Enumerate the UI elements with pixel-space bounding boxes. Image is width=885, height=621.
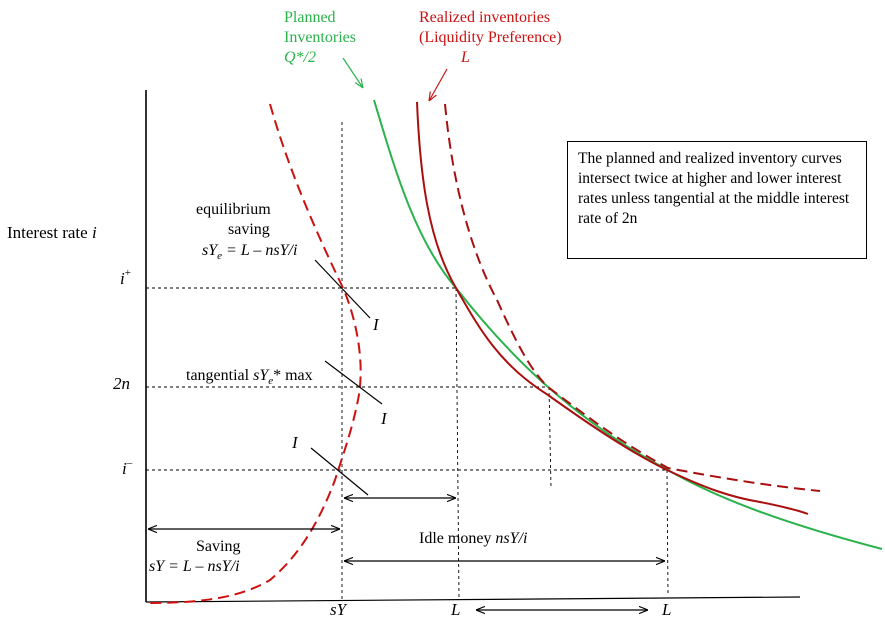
eq-saving-formula: sYe = L – nsY/i — [202, 242, 297, 262]
idle-money-label: Idle money nsY/i — [419, 530, 527, 547]
eq-saving-line1: equilibrium — [196, 201, 271, 218]
tick-two-n: 2n — [113, 374, 130, 393]
tick-L2: L — [661, 600, 671, 619]
investment-line-1 — [314, 259, 371, 319]
tangential-label: tangential sYe* max — [186, 367, 313, 387]
realized-label-line2: (Liquidity Preference) — [419, 29, 562, 46]
L1-guide — [455, 287, 460, 599]
planned-pointer-arrow — [342, 57, 363, 88]
realized-label-line3: L — [460, 49, 470, 66]
y-axis-label: Interest rate i — [7, 223, 97, 242]
planned-label-line2: Inventories — [284, 29, 356, 46]
shifted-liquidity-curve — [444, 103, 821, 492]
x-axis — [145, 596, 801, 603]
mid-guide — [548, 386, 552, 489]
planned-inventories-curve — [373, 99, 883, 550]
tick-i-plus: i+ — [120, 267, 131, 288]
tick-L1: L — [450, 600, 460, 619]
L2-guide — [666, 469, 669, 597]
investment-line-2 — [324, 360, 383, 405]
saving-curve — [147, 103, 362, 604]
realized-inventories-curve — [416, 101, 809, 515]
tick-sY: sY — [330, 600, 348, 619]
realized-label-line1: Realized inventories — [419, 9, 550, 26]
investment-label-1: I — [372, 315, 380, 334]
saving-label: Saving — [196, 538, 240, 555]
explanation-note: The planned and realized inventory curve… — [567, 141, 867, 259]
planned-label-line1: Planned — [284, 9, 336, 26]
tick-i-minus: i– — [122, 457, 133, 478]
eq-saving-line2: saving — [228, 221, 270, 238]
planned-label-line3: Q*/2 — [284, 49, 316, 66]
investment-label-2: I — [380, 409, 388, 428]
realized-pointer-arrow — [429, 68, 448, 101]
investment-line-3 — [310, 447, 369, 496]
investment-label-3: I — [291, 433, 299, 452]
saving-formula: sY = L – nsY/i — [149, 558, 240, 575]
